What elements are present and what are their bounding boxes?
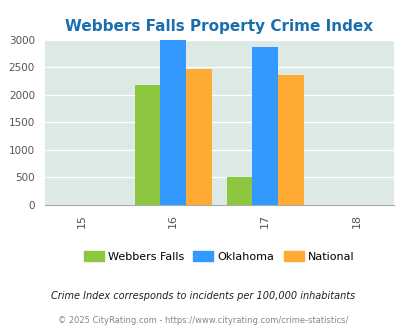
Bar — [160, 40, 186, 205]
Bar — [252, 47, 277, 205]
Legend: Webbers Falls, Oklahoma, National: Webbers Falls, Oklahoma, National — [79, 247, 358, 266]
Text: © 2025 CityRating.com - https://www.cityrating.com/crime-statistics/: © 2025 CityRating.com - https://www.city… — [58, 316, 347, 325]
Bar — [134, 85, 160, 205]
Bar — [277, 75, 303, 205]
Bar — [186, 69, 211, 205]
Bar — [226, 177, 252, 205]
Title: Webbers Falls Property Crime Index: Webbers Falls Property Crime Index — [65, 19, 372, 34]
Text: Crime Index corresponds to incidents per 100,000 inhabitants: Crime Index corresponds to incidents per… — [51, 291, 354, 301]
